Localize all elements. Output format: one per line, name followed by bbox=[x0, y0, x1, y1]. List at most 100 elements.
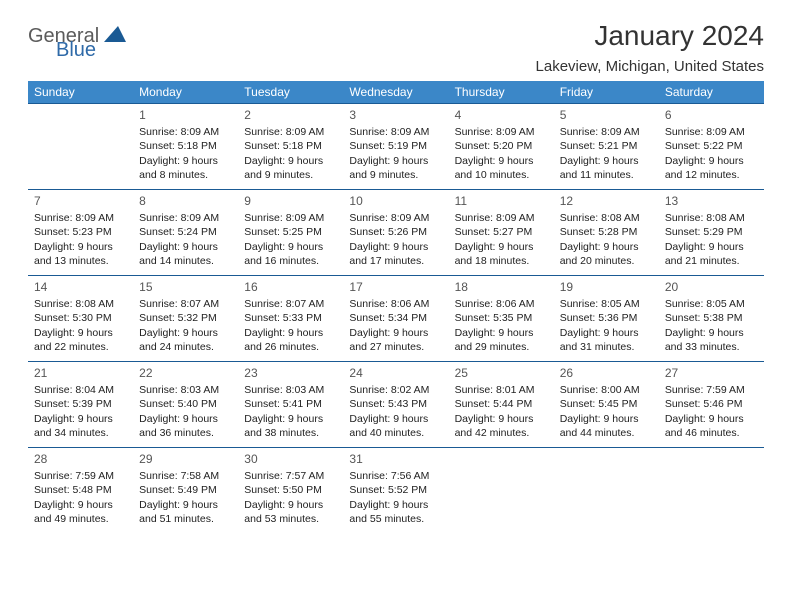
daylight-line-1: Daylight: 9 hours bbox=[349, 326, 442, 340]
sunrise-line: Sunrise: 8:06 AM bbox=[349, 297, 442, 311]
calendar-header-row: SundayMondayTuesdayWednesdayThursdayFrid… bbox=[28, 81, 764, 104]
sunset-line: Sunset: 5:22 PM bbox=[665, 139, 758, 153]
calendar-day-cell: 11Sunrise: 8:09 AMSunset: 5:27 PMDayligh… bbox=[449, 190, 554, 276]
daylight-line-2: and 49 minutes. bbox=[34, 512, 127, 526]
daylight-line-1: Daylight: 9 hours bbox=[34, 240, 127, 254]
daylight-line-1: Daylight: 9 hours bbox=[34, 326, 127, 340]
sunset-line: Sunset: 5:36 PM bbox=[560, 311, 653, 325]
calendar-day-cell: 12Sunrise: 8:08 AMSunset: 5:28 PMDayligh… bbox=[554, 190, 659, 276]
day-number: 25 bbox=[455, 365, 548, 381]
weekday-header: Friday bbox=[554, 81, 659, 104]
daylight-line-2: and 27 minutes. bbox=[349, 340, 442, 354]
calendar-day-cell: 13Sunrise: 8:08 AMSunset: 5:29 PMDayligh… bbox=[659, 190, 764, 276]
calendar-day-cell: 4Sunrise: 8:09 AMSunset: 5:20 PMDaylight… bbox=[449, 104, 554, 190]
sunrise-line: Sunrise: 8:02 AM bbox=[349, 383, 442, 397]
daylight-line-2: and 55 minutes. bbox=[349, 512, 442, 526]
calendar-day-cell: 15Sunrise: 8:07 AMSunset: 5:32 PMDayligh… bbox=[133, 276, 238, 362]
sunrise-line: Sunrise: 8:09 AM bbox=[665, 125, 758, 139]
daylight-line-1: Daylight: 9 hours bbox=[560, 326, 653, 340]
calendar-day-cell bbox=[659, 448, 764, 534]
daylight-line-1: Daylight: 9 hours bbox=[244, 498, 337, 512]
calendar-page: General Blue January 2024 Lakeview, Mich… bbox=[0, 0, 792, 544]
day-number: 7 bbox=[34, 193, 127, 209]
day-number: 27 bbox=[665, 365, 758, 381]
daylight-line-2: and 18 minutes. bbox=[455, 254, 548, 268]
day-number: 1 bbox=[139, 107, 232, 123]
daylight-line-2: and 21 minutes. bbox=[665, 254, 758, 268]
daylight-line-1: Daylight: 9 hours bbox=[665, 412, 758, 426]
day-number: 14 bbox=[34, 279, 127, 295]
daylight-line-2: and 24 minutes. bbox=[139, 340, 232, 354]
daylight-line-2: and 34 minutes. bbox=[34, 426, 127, 440]
day-number: 2 bbox=[244, 107, 337, 123]
daylight-line-2: and 36 minutes. bbox=[139, 426, 232, 440]
sunrise-line: Sunrise: 8:08 AM bbox=[665, 211, 758, 225]
sunrise-line: Sunrise: 7:58 AM bbox=[139, 469, 232, 483]
day-number: 29 bbox=[139, 451, 232, 467]
daylight-line-1: Daylight: 9 hours bbox=[455, 154, 548, 168]
calendar-day-cell: 7Sunrise: 8:09 AMSunset: 5:23 PMDaylight… bbox=[28, 190, 133, 276]
month-title: January 2024 bbox=[536, 20, 764, 52]
sunrise-line: Sunrise: 8:07 AM bbox=[244, 297, 337, 311]
calendar-day-cell: 20Sunrise: 8:05 AMSunset: 5:38 PMDayligh… bbox=[659, 276, 764, 362]
daylight-line-2: and 16 minutes. bbox=[244, 254, 337, 268]
daylight-line-2: and 22 minutes. bbox=[34, 340, 127, 354]
sunset-line: Sunset: 5:23 PM bbox=[34, 225, 127, 239]
sunset-line: Sunset: 5:25 PM bbox=[244, 225, 337, 239]
weekday-header: Monday bbox=[133, 81, 238, 104]
sunrise-line: Sunrise: 8:06 AM bbox=[455, 297, 548, 311]
sunset-line: Sunset: 5:20 PM bbox=[455, 139, 548, 153]
sunrise-line: Sunrise: 8:09 AM bbox=[244, 211, 337, 225]
sunrise-line: Sunrise: 7:59 AM bbox=[665, 383, 758, 397]
daylight-line-1: Daylight: 9 hours bbox=[244, 412, 337, 426]
calendar-day-cell: 26Sunrise: 8:00 AMSunset: 5:45 PMDayligh… bbox=[554, 362, 659, 448]
day-number: 8 bbox=[139, 193, 232, 209]
calendar-day-cell: 2Sunrise: 8:09 AMSunset: 5:18 PMDaylight… bbox=[238, 104, 343, 190]
sunrise-line: Sunrise: 8:00 AM bbox=[560, 383, 653, 397]
calendar-day-cell: 5Sunrise: 8:09 AMSunset: 5:21 PMDaylight… bbox=[554, 104, 659, 190]
daylight-line-1: Daylight: 9 hours bbox=[455, 240, 548, 254]
calendar-day-cell bbox=[28, 104, 133, 190]
daylight-line-2: and 17 minutes. bbox=[349, 254, 442, 268]
sunrise-line: Sunrise: 8:09 AM bbox=[139, 211, 232, 225]
sunrise-line: Sunrise: 7:56 AM bbox=[349, 469, 442, 483]
sunset-line: Sunset: 5:35 PM bbox=[455, 311, 548, 325]
daylight-line-2: and 10 minutes. bbox=[455, 168, 548, 182]
title-block: January 2024 Lakeview, Michigan, United … bbox=[536, 20, 764, 75]
sunset-line: Sunset: 5:19 PM bbox=[349, 139, 442, 153]
sunrise-line: Sunrise: 8:08 AM bbox=[560, 211, 653, 225]
day-number: 23 bbox=[244, 365, 337, 381]
sunset-line: Sunset: 5:39 PM bbox=[34, 397, 127, 411]
sunrise-line: Sunrise: 8:08 AM bbox=[34, 297, 127, 311]
daylight-line-1: Daylight: 9 hours bbox=[560, 154, 653, 168]
day-number: 31 bbox=[349, 451, 442, 467]
sunrise-line: Sunrise: 8:05 AM bbox=[560, 297, 653, 311]
daylight-line-2: and 11 minutes. bbox=[560, 168, 653, 182]
sunrise-line: Sunrise: 8:03 AM bbox=[244, 383, 337, 397]
daylight-line-1: Daylight: 9 hours bbox=[560, 240, 653, 254]
calendar-day-cell: 16Sunrise: 8:07 AMSunset: 5:33 PMDayligh… bbox=[238, 276, 343, 362]
sunset-line: Sunset: 5:45 PM bbox=[560, 397, 653, 411]
daylight-line-2: and 53 minutes. bbox=[244, 512, 337, 526]
sunrise-line: Sunrise: 8:09 AM bbox=[560, 125, 653, 139]
calendar-day-cell: 28Sunrise: 7:59 AMSunset: 5:48 PMDayligh… bbox=[28, 448, 133, 534]
daylight-line-2: and 29 minutes. bbox=[455, 340, 548, 354]
daylight-line-2: and 42 minutes. bbox=[455, 426, 548, 440]
daylight-line-1: Daylight: 9 hours bbox=[665, 240, 758, 254]
day-number: 5 bbox=[560, 107, 653, 123]
calendar-day-cell: 21Sunrise: 8:04 AMSunset: 5:39 PMDayligh… bbox=[28, 362, 133, 448]
daylight-line-2: and 20 minutes. bbox=[560, 254, 653, 268]
day-number: 4 bbox=[455, 107, 548, 123]
sunset-line: Sunset: 5:43 PM bbox=[349, 397, 442, 411]
daylight-line-1: Daylight: 9 hours bbox=[244, 154, 337, 168]
calendar-day-cell: 8Sunrise: 8:09 AMSunset: 5:24 PMDaylight… bbox=[133, 190, 238, 276]
calendar-day-cell: 27Sunrise: 7:59 AMSunset: 5:46 PMDayligh… bbox=[659, 362, 764, 448]
day-number: 17 bbox=[349, 279, 442, 295]
daylight-line-2: and 46 minutes. bbox=[665, 426, 758, 440]
sunrise-line: Sunrise: 8:07 AM bbox=[139, 297, 232, 311]
location-text: Lakeview, Michigan, United States bbox=[536, 58, 764, 75]
calendar-day-cell: 3Sunrise: 8:09 AMSunset: 5:19 PMDaylight… bbox=[343, 104, 448, 190]
sunset-line: Sunset: 5:41 PM bbox=[244, 397, 337, 411]
sunset-line: Sunset: 5:38 PM bbox=[665, 311, 758, 325]
daylight-line-1: Daylight: 9 hours bbox=[244, 326, 337, 340]
